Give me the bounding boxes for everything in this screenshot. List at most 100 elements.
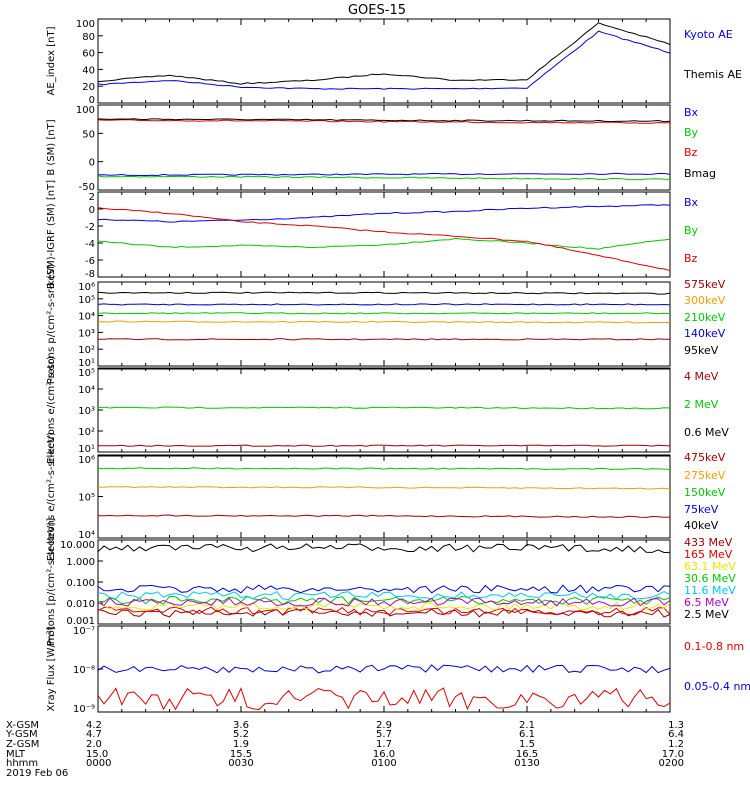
legend-entry: Bz [684,146,698,159]
y-tick-label: -4 [85,239,95,250]
y-tick-label: 0.100 [66,578,95,589]
panel-2: 100 50 0 -50 B (SM) [nT] [46,104,671,193]
panel-frame [97,18,671,104]
series-line-2-2 [97,175,671,181]
y-tick-label: 10⁴ [78,312,95,323]
series-line-1-2 [97,22,671,85]
series-line-7-7 [97,584,671,594]
footer-row-label: MLT [6,749,26,760]
footer-row-label: Y-GSM [5,729,38,740]
footer-cell: 15.0 [86,749,108,760]
legend-entry: 0.6 MeV [684,426,729,439]
footer-cell: 6.4 [668,729,684,740]
y-tick-label: 10⁶ [78,455,95,466]
y-tick-label: 10⁴ [78,530,95,541]
legend-entry: 75keV [684,503,719,516]
footer-cell: 16.5 [516,749,538,760]
y-tick-label: 10⁵ [78,493,95,504]
y-tick-label: -2 [85,222,95,233]
y-tick-label: 10³ [78,328,95,339]
panel-6: 10⁶ 10⁵ 10⁴ Electrons e/(cm²-s-sr-keV) [46,432,671,561]
legend-entry: Bmag [684,167,716,180]
series-line-5-1 [97,444,671,447]
y-tick-label: 1.000 [66,557,95,568]
series-line-4-1 [98,338,671,341]
series-line-8-1 [97,687,671,711]
legend-entry: Bx [684,106,699,119]
footer-cell: 1.9 [233,739,249,750]
series-line-3-2 [97,237,671,250]
y-tick-label: -8 [85,269,95,280]
series-line-7-4 [97,595,671,606]
series-line-4-3 [97,312,671,315]
legend-entry: 4 MeV [684,370,719,383]
legend-entry: By [684,126,699,139]
panel-1: 100 80 60 40 20 0 AE_index [nT] [46,18,671,106]
footer-cell: 0000 [86,758,111,769]
y-tick-label: 10⁵ [78,295,95,306]
series-line-4-4 [97,303,671,306]
panel-frame [97,367,671,453]
series-line-6-1 [97,514,671,518]
legend-entry: 165 MeV [684,548,733,561]
legend-entry: 433 MeV [684,536,733,549]
y-axis-label: B (SM)-IGRF (SM) [nT] [46,180,57,289]
footer-cell: 16.0 [373,749,395,760]
footer-cell: 15.5 [230,749,252,760]
legend-entry: 140keV [684,327,726,340]
footer-cell: 6.1 [519,729,535,740]
footer-cell: 2.1 [519,720,535,731]
panel-frame [97,454,671,539]
series-line-7-5 [97,590,671,601]
footer-cell: 1.2 [668,739,684,750]
legend-entry: Bx [684,196,699,209]
series-line-6-2 [97,486,671,490]
footer-cell: 4.7 [86,729,102,740]
legend-entry: Themis AE [683,68,742,81]
series-line-7-2 [97,606,671,616]
y-axis-label: Electrons e/(cm²-s-sr) [46,356,57,464]
footer-row-label: hhmm [6,758,38,769]
y-tick-label: 80 [82,32,95,43]
y-tick-label: 0 [89,205,95,216]
legend-entry: 210keV [684,311,726,324]
y-axis-label: Electrons e/(cm²-s-sr-keV) [46,432,57,561]
series-line-7-8 [97,543,671,554]
legend-entry: 150keV [684,486,726,499]
y-tick-label: 0.010 [66,599,95,610]
series-line-1-1 [97,30,671,90]
series-line-2-1 [97,172,671,177]
footer-row-label: Z-GSM [6,739,39,750]
y-tick-label: 10⁶ [78,282,95,293]
series-line-6-3 [97,467,671,470]
footer-cell: 0030 [228,758,253,769]
series-line-4-5 [97,291,671,295]
footer-cell: 1.7 [376,739,392,750]
y-tick-label: 10.000 [60,540,95,551]
panel-7: 10.000 1.000 0.100 0.010 0.001 Protons [p/(cm… [46,518,671,646]
footer-cell: 1.3 [668,720,684,731]
footer-cell: 17.0 [662,749,684,760]
legend-entry: By [684,224,699,237]
y-tick-label: 10⁻⁹ [73,704,95,715]
legend-entry: 6.5 MeV [684,596,729,609]
panel-frame [97,281,671,367]
legend-entry: 40keV [684,519,719,532]
y-tick-label: 20 [82,82,95,93]
series-line-4-2 [97,320,671,324]
series-line-3-3 [97,207,671,272]
legend-entry: 0.1-0.8 nm [684,640,744,653]
y-tick-label: 10¹ [78,358,95,369]
footer-cell: 3.6 [233,720,249,731]
y-tick-label: 2 [89,192,95,203]
footer-cell: 5.2 [233,729,249,740]
legend-entry: 11.6 MeV [684,584,736,597]
legend-entry: 63.1 MeV [684,560,736,573]
y-tick-label: 100 [76,19,95,30]
y-tick-label: 10¹ [78,444,95,455]
footer-cell: 2.0 [86,739,102,750]
panel-5: 10⁵ 10⁴ 10³ 10² 10¹ Electrons e/(cm²-s-sr) [46,356,671,464]
